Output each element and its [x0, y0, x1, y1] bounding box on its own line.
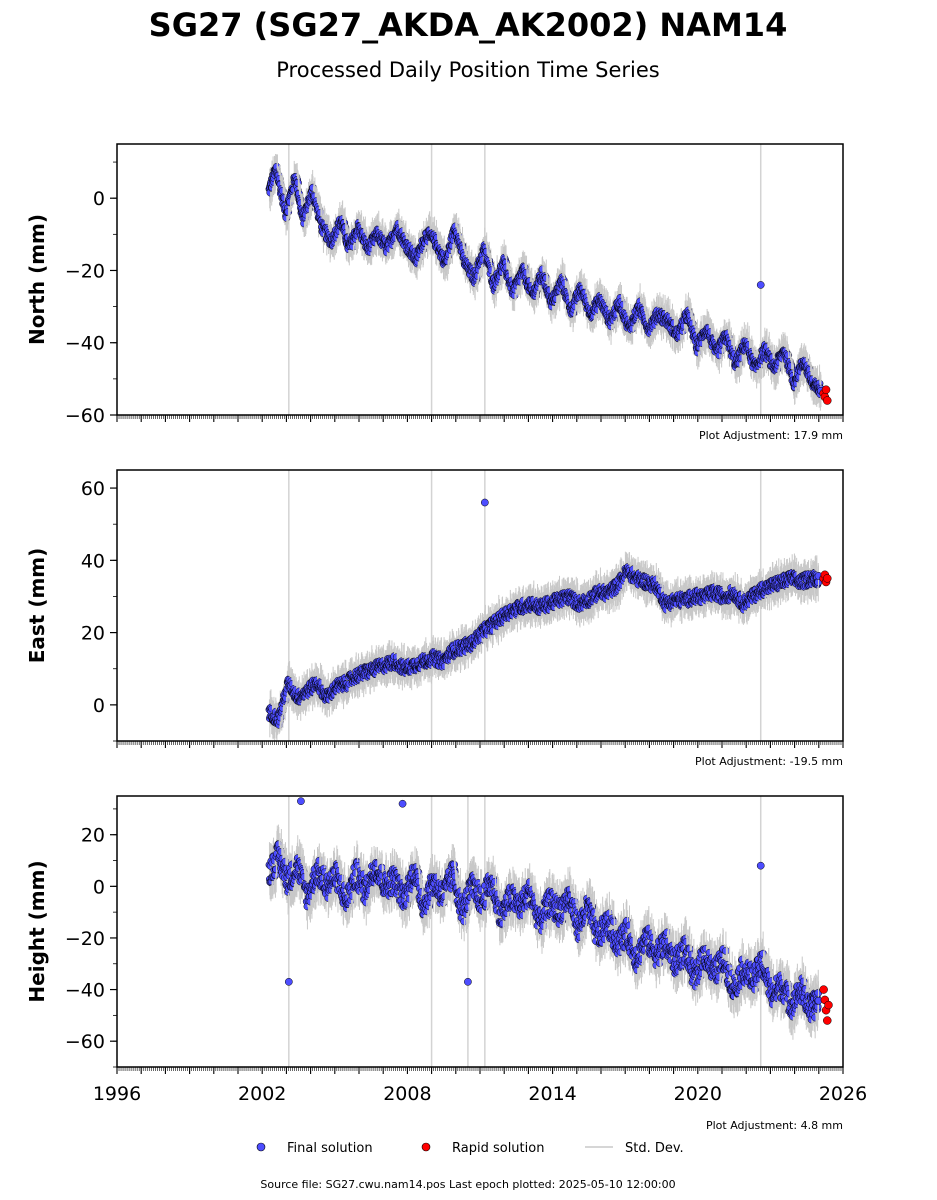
- final-solution-points: [265, 498, 832, 741]
- y-axis-label: North (mm): [25, 214, 49, 345]
- outlier-point: [756, 281, 765, 289]
- y-tick-label: 0: [93, 188, 105, 210]
- figure-title: SG27 (SG27_AKDA_AK2002) NAM14: [149, 6, 788, 44]
- panel-north: 0 −20 −40 −60 North (mm) Plot Adjustment: 17.…: [25, 143, 844, 442]
- rapid-solution-point: [823, 396, 832, 405]
- panels: 0 −20 −40 −60 North (mm) Plot Adjustment: 17.…: [25, 143, 867, 1132]
- y-tick-label: −60: [65, 405, 105, 427]
- rapid-solution-point: [821, 385, 831, 394]
- figure-subtitle: Processed Daily Position Time Series: [276, 58, 660, 82]
- y-tick-label: −40: [65, 333, 105, 355]
- final-solution-points: [265, 153, 832, 411]
- plot-adjustment-label: Plot Adjustment: 17.9 mm: [699, 429, 843, 442]
- y-tick-label: −20: [65, 260, 105, 282]
